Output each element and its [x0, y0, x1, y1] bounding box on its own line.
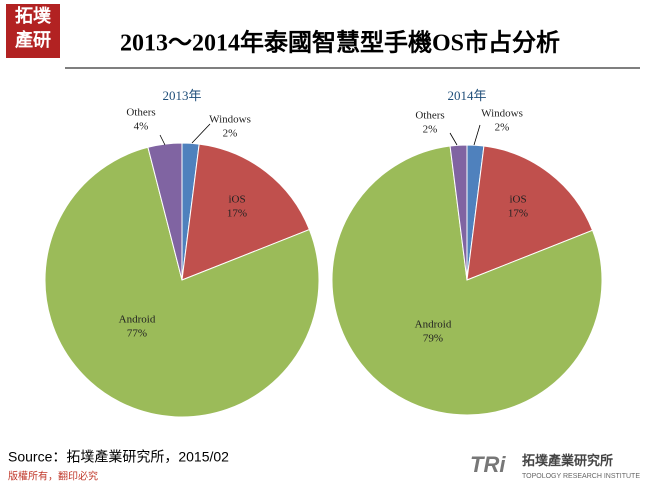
slice-label: Others: [415, 110, 444, 122]
slice-value: 4%: [134, 121, 149, 133]
slice-value: 2%: [423, 124, 438, 136]
logo-box: [6, 4, 60, 58]
leader-line: [191, 123, 211, 144]
brand-english: TOPOLOGY RESEARCH INSTITUTE: [522, 473, 640, 480]
logo-text: 拓墣: [15, 5, 51, 26]
source: Source：拓墣產業研究所，2015/02: [8, 449, 229, 465]
logo-text: 產研: [15, 29, 51, 50]
slice-value: 77%: [127, 328, 147, 340]
pie-slice: [449, 144, 468, 281]
brand-mark: TRi: [470, 452, 506, 477]
leader-line: [159, 134, 166, 146]
slice-label: iOS: [509, 194, 526, 206]
slice-label: Windows: [209, 114, 251, 126]
pie-slice: [331, 145, 603, 416]
pie-slice: [181, 143, 311, 281]
slice-value: 2%: [223, 128, 238, 140]
slice-value: 2%: [495, 122, 510, 134]
leader-line: [473, 124, 481, 146]
pie-title: 2014年: [447, 88, 486, 103]
slice-label: Windows: [481, 108, 523, 120]
leader-line: [449, 132, 458, 146]
pie-title: 2013年: [162, 88, 201, 103]
slice-label: Others: [126, 107, 155, 119]
slice-label: Android: [119, 314, 156, 326]
copyright: 版權所有，翻印必究: [8, 469, 98, 482]
slice-value: 17%: [508, 208, 528, 220]
pie-slice: [44, 146, 320, 418]
slice-value: 79%: [423, 333, 443, 345]
slice-value: 17%: [227, 208, 247, 220]
brand-name: 拓墣產業研究所: [522, 453, 613, 468]
slide-title: 2013～2014年泰國智慧型手機OS市占分析: [120, 29, 560, 57]
pie-slice: [466, 145, 594, 281]
slice-label: Android: [415, 319, 452, 331]
slice-label: iOS: [228, 194, 245, 206]
